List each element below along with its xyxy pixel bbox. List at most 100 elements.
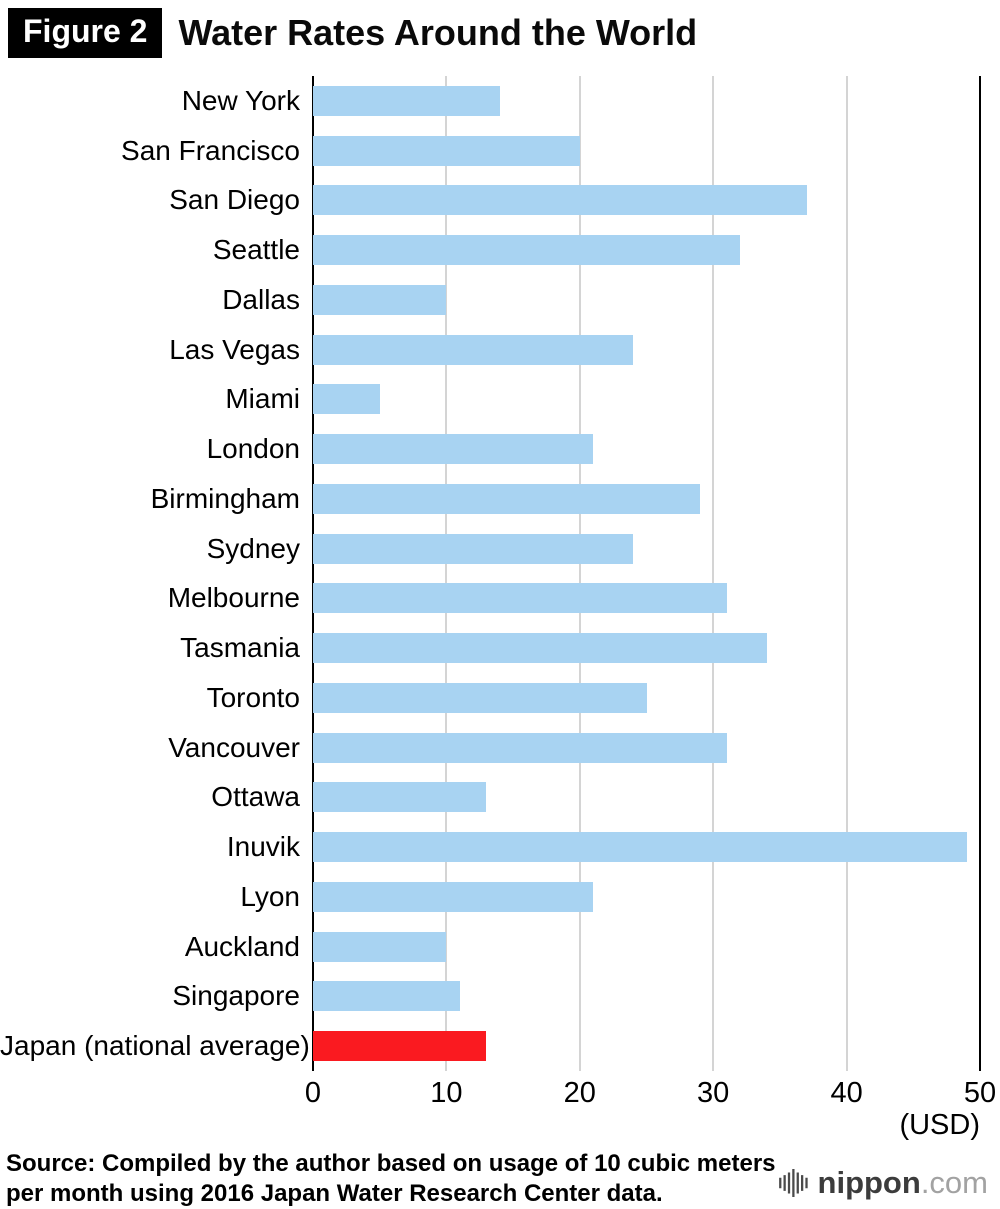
category-label: Toronto [206,681,300,713]
grid-line [845,76,848,1071]
category-label: Tasmania [180,632,300,664]
value-bar [313,384,380,415]
logo-text-suffix: .com [920,1165,988,1200]
bar-area [313,176,980,226]
value-bar [313,235,740,266]
x-tick-label: 30 [697,1077,730,1109]
bar-area [313,76,980,126]
bar-area [313,375,980,425]
chart-row: London [0,424,1000,474]
bar-area [313,574,980,624]
figure-label-badge: Figure 2 [8,8,163,58]
category-label: Japan (national average) [0,1030,310,1062]
category-label: Dallas [222,283,300,315]
chart-row: New York [0,76,1000,126]
category-label: Inuvik [226,831,300,863]
bar-area [313,723,980,773]
bar-area [313,922,980,972]
category-label: Ottawa [211,781,300,813]
category-label: Vancouver [168,731,300,763]
page-title: Water Rates Around the World [178,12,698,53]
bar-area [313,623,980,673]
x-tick-label: 20 [563,1077,596,1109]
x-axis-unit-label: (USD) [899,1109,980,1141]
bar-area [313,673,980,723]
chart-footer: Source: Compiled by the author based on … [0,1141,1000,1209]
value-bar [313,633,767,664]
value-bar [313,832,967,863]
category-label: Auckland [184,930,300,962]
category-label: Singapore [172,980,300,1012]
chart-row: Inuvik [0,822,1000,872]
chart-row: Ottawa [0,773,1000,823]
chart-row: Seattle [0,225,1000,275]
bar-area [313,524,980,574]
source-note: Source: Compiled by the author based on … [6,1149,776,1209]
value-bar [313,533,634,564]
nippon-logo-icon [778,1169,808,1197]
y-axis-line [312,76,314,1071]
category-label: Las Vegas [169,333,300,365]
chart-row: Birmingham [0,474,1000,524]
category-label: Melbourne [167,582,300,614]
bar-area [313,1021,980,1071]
bar-area [313,225,980,275]
bar-area [313,126,980,176]
x-tick-label: 50 [963,1077,997,1109]
chart-row: Singapore [0,972,1000,1022]
value-bar [313,284,447,315]
bar-area [313,275,980,325]
category-label: Miami [225,383,300,415]
bar-area [313,872,980,922]
chart-row: Miami [0,375,1000,425]
chart-row: Dallas [0,275,1000,325]
grid-line [445,76,448,1071]
nippon-logo: nippon .com [778,1165,988,1201]
value-bar [313,334,634,365]
source-line-2: per month using 2016 Japan Water Researc… [6,1180,663,1207]
value-bar [313,434,594,465]
chart-row: San Francisco [0,126,1000,176]
value-bar [313,483,700,514]
value-bar [313,931,447,962]
value-bar [313,682,647,713]
category-label: San Diego [169,184,300,216]
bar-chart: New York San Francisco San Diego Seattle Dal… [0,76,1000,1071]
category-label: New York [181,84,300,116]
value-bar [313,185,807,216]
chart-row: Toronto [0,673,1000,723]
chart-row: Vancouver [0,723,1000,773]
bar-area [313,822,980,872]
chart-row: Lyon [0,872,1000,922]
value-bar [313,1031,487,1062]
category-label: Birmingham [150,482,300,514]
source-line-1: Source: Compiled by the author based on … [6,1150,776,1177]
chart-row: Sydney [0,524,1000,574]
value-bar [313,782,487,813]
x-tick-label: 10 [430,1077,463,1109]
grid-line [712,76,715,1071]
bar-area [313,474,980,524]
category-label: Seattle [212,234,300,266]
x-tick-label: 40 [830,1077,863,1109]
chart-gridlines [312,76,981,1071]
category-label: Lyon [240,880,300,912]
chart-row: San Diego [0,176,1000,226]
category-label: London [206,433,300,465]
category-label: San Francisco [121,134,300,166]
value-bar [313,732,727,763]
grid-line [578,76,581,1071]
chart-row: Japan (national average) [0,1021,1000,1071]
value-bar [313,981,460,1012]
x-axis-ticks: 0 10 20 30 40 50 [305,1071,996,1109]
chart-rows: New York San Francisco San Diego Seattle Dal… [0,76,1000,1071]
bar-area [313,972,980,1022]
chart-row: Melbourne [0,574,1000,624]
figure-header: Figure 2 Water Rates Around the World [0,0,1000,58]
value-bar [313,135,580,166]
chart-row: Auckland [0,922,1000,972]
value-bar [313,583,727,614]
chart-row: Tasmania [0,623,1000,673]
category-label: Sydney [206,532,300,564]
